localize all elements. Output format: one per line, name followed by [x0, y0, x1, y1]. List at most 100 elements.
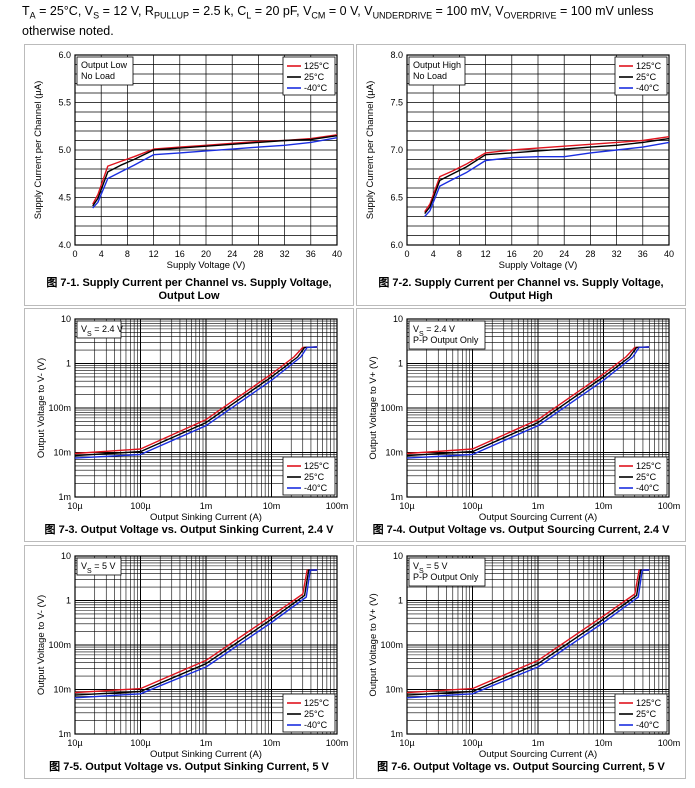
chart-svg: 10µ 100µ 1m 10m 100m 1m 10m 100m 1 10 Output Sourc… [368, 551, 680, 760]
legend-label: -40°C [636, 83, 660, 93]
annotation: VS = 5 V [76, 557, 122, 576]
chart-svg: 10µ 100µ 1m 10m 100m 1m 10m 100m 1 10 Output Sourc… [368, 314, 681, 523]
y-tick-label: 1 [66, 596, 71, 606]
chart-svg: 10µ 100µ 1m 10m 100m 1m 10m 100m 1 10 Output Sinki… [36, 314, 348, 523]
x-tick-label: 12 [481, 249, 491, 259]
chart-panel-7-1: 0 4 8 12 16 20 24 28 32 36 40 4.0 4.5 5.0 5.5 6.0 Supply… [24, 44, 354, 306]
plot-frame [406, 318, 670, 498]
x-tick-label: 10m [595, 738, 613, 748]
legend-label: 25°C [636, 472, 657, 482]
x-tick-label: 1m [532, 738, 545, 748]
legend-label: 25°C [304, 72, 325, 82]
y-axis-label: Output Voltage to V+ (V) [368, 356, 379, 459]
legend-label: 125°C [636, 461, 662, 471]
annotation-box [408, 557, 486, 587]
x-axis-label: Output Sourcing Current (A) [479, 512, 597, 523]
annotation: VS = 2.4 V [76, 320, 123, 339]
x-tick-label: 10m [263, 738, 281, 748]
x-tick-label: 4 [99, 249, 104, 259]
series-line [92, 137, 338, 209]
figure-caption: 图 7-1. Supply Current per Channel vs. Su… [46, 277, 332, 302]
x-tick-label: 8 [125, 249, 130, 259]
legend-label: 25°C [636, 72, 657, 82]
legend: 125°C25°C-40°C [614, 693, 668, 733]
x-tick-label: 20 [201, 249, 211, 259]
legend-label: -40°C [636, 720, 660, 730]
y-tick-label: 1m [390, 729, 403, 739]
x-tick-label: 100µ [130, 738, 150, 748]
x-axis-label: Output Sourcing Current (A) [479, 749, 597, 760]
chart-panel-7-4: 10µ 100µ 1m 10m 100m 1m 10m 100m 1 10 Output Sourc… [356, 308, 686, 542]
y-tick-label: 10m [53, 685, 71, 695]
y-tick-label: 7.0 [390, 145, 403, 155]
chart-panel-7-3: 10µ 100µ 1m 10m 100m 1m 10m 100m 1 10 Output Sinki… [24, 308, 354, 542]
legend: 125°C25°C-40°C [614, 56, 668, 96]
annotation-box [408, 56, 466, 86]
x-tick-label: 32 [280, 249, 290, 259]
x-tick-label: 0 [404, 249, 409, 259]
annotation-box [76, 557, 122, 576]
series-line [406, 569, 650, 696]
x-tick-label: 32 [612, 249, 622, 259]
annotation-text: P-P Output Only [413, 572, 479, 582]
x-tick-label: 36 [638, 249, 648, 259]
y-tick-label: 6.0 [58, 50, 71, 60]
series-line [424, 141, 670, 217]
x-axis-label: Supply Voltage (V) [167, 260, 246, 271]
annotation-box [76, 56, 134, 86]
annotation-text: VS = 2.4 V [81, 324, 123, 338]
x-tick-label: 16 [507, 249, 517, 259]
annotation-text: No Load [413, 71, 447, 81]
annotation-text: VS = 2.4 V [413, 324, 455, 338]
x-tick-label: 10µ [399, 738, 414, 748]
plot-frame [74, 54, 338, 246]
y-tick-label: 7.5 [390, 98, 403, 108]
legend-label: 125°C [636, 61, 662, 71]
series-line [406, 346, 650, 459]
series-line [74, 569, 318, 694]
series-line [424, 137, 670, 215]
legend-label: -40°C [304, 483, 328, 493]
x-tick-label: 100m [658, 501, 681, 511]
legend-label: -40°C [636, 483, 660, 493]
chart-panel-7-6: 10µ 100µ 1m 10m 100m 1m 10m 100m 1 10 Output Sourc… [356, 545, 686, 779]
plot-frame [406, 54, 670, 246]
y-tick-label: 4.0 [58, 240, 71, 250]
annotation-text: P-P Output Only [413, 335, 479, 345]
y-tick-label: 4.5 [58, 193, 71, 203]
legend-label: 25°C [304, 472, 325, 482]
x-tick-label: 8 [457, 249, 462, 259]
series-line [406, 346, 650, 455]
legend-label: -40°C [304, 720, 328, 730]
x-tick-label: 16 [175, 249, 185, 259]
y-tick-label: 100m [380, 640, 403, 650]
y-tick-label: 8.0 [390, 50, 403, 60]
y-axis-label: Output Voltage to V- (V) [36, 595, 47, 695]
x-tick-label: 10µ [67, 501, 82, 511]
annotation-text: No Load [81, 71, 115, 81]
series-line [406, 346, 650, 457]
y-tick-label: 1 [66, 359, 71, 369]
y-tick-label: 10m [385, 448, 403, 458]
plot-frame [74, 318, 338, 498]
legend-label: 25°C [636, 709, 657, 719]
y-tick-label: 1m [58, 729, 71, 739]
y-tick-label: 1 [398, 359, 403, 369]
series-line [74, 346, 318, 459]
x-axis-label: Output Sinking Current (A) [150, 749, 262, 760]
annotation: VS = 2.4 VP-P Output Only [408, 320, 486, 350]
y-tick-label: 6.0 [390, 240, 403, 250]
x-tick-label: 1m [200, 738, 213, 748]
x-tick-label: 100µ [462, 738, 482, 748]
y-tick-label: 1m [58, 492, 71, 502]
x-tick-label: 100m [326, 738, 349, 748]
legend: 125°C25°C-40°C [282, 456, 336, 496]
series-line [74, 569, 318, 699]
chart-svg: 0 4 8 12 16 20 24 28 32 36 40 6.0 6.5 7.0 7.5 8.0 Supply… [365, 50, 674, 271]
y-tick-label: 10 [393, 314, 403, 324]
y-tick-label: 10 [61, 551, 71, 561]
y-tick-label: 1 [398, 596, 403, 606]
annotation-box [408, 320, 486, 350]
x-tick-label: 100µ [130, 501, 150, 511]
legend-label: 125°C [636, 698, 662, 708]
